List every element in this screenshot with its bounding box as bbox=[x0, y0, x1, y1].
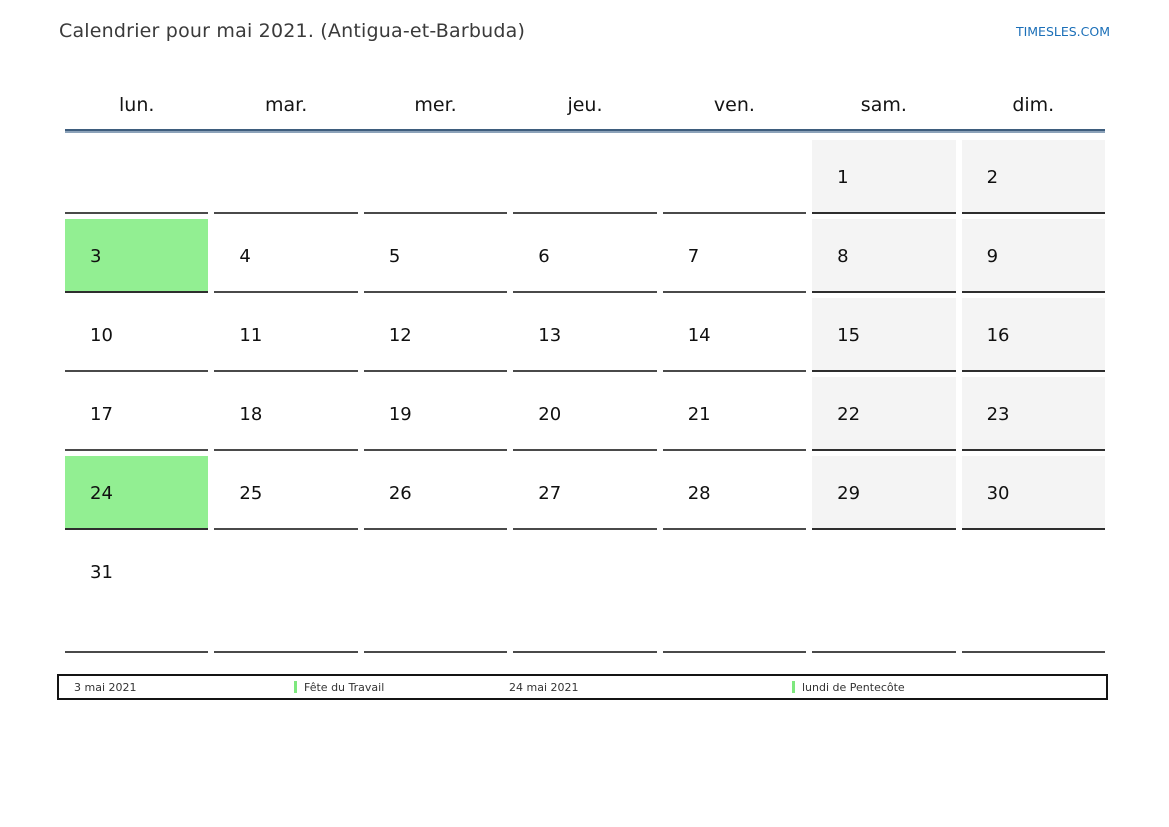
weekday-label-mon: lun. bbox=[119, 93, 155, 116]
weekday-label-tue: mar. bbox=[265, 93, 308, 116]
day-cell-30: 30 bbox=[961, 456, 1105, 530]
page-title: Calendrier pour mai 2021. (Antigua-et-Ba… bbox=[59, 20, 526, 42]
legend-bar: 3 mai 2021 Fête du Travail 24 mai 2021 l… bbox=[57, 674, 1108, 700]
legend-date-2: 24 mai 2021 bbox=[509, 676, 579, 698]
day-cell-1: 1 bbox=[812, 140, 956, 214]
day-cell-20: 20 bbox=[513, 377, 657, 451]
day-cell-14: 14 bbox=[662, 298, 807, 372]
legend-date-1: 3 mai 2021 bbox=[74, 676, 137, 698]
day-cell-18: 18 bbox=[214, 377, 358, 451]
empty-day-cell bbox=[363, 535, 508, 653]
day-cell-27: 27 bbox=[513, 456, 657, 530]
weekday-header-row: lun. mar. mer. jeu. ven. sam. dim. bbox=[65, 84, 1105, 125]
empty-day-cell bbox=[214, 535, 358, 653]
day-cell-5: 5 bbox=[363, 219, 508, 293]
day-cell-6: 6 bbox=[513, 219, 657, 293]
legend-holiday-1: Fête du Travail bbox=[294, 676, 384, 698]
legend-date-1-text: 3 mai 2021 bbox=[74, 680, 137, 694]
holiday-marker-icon bbox=[294, 681, 297, 693]
empty-day-cell bbox=[363, 140, 508, 214]
day-cell-28: 28 bbox=[662, 456, 807, 530]
day-cell-25: 25 bbox=[214, 456, 358, 530]
legend-holiday-2-label: lundi de Pentecôte bbox=[802, 680, 905, 694]
day-cell-11: 11 bbox=[214, 298, 358, 372]
weekday-label-fri: ven. bbox=[713, 93, 755, 116]
day-cell-22: 22 bbox=[812, 377, 956, 451]
empty-day-cell bbox=[214, 140, 358, 214]
header-rule bbox=[65, 129, 1105, 133]
day-cell-4: 4 bbox=[214, 219, 358, 293]
day-cell-2: 2 bbox=[961, 140, 1105, 214]
day-cell-3: 3 bbox=[65, 219, 209, 293]
day-cell-24: 24 bbox=[65, 456, 209, 530]
legend-date-2-text: 24 mai 2021 bbox=[509, 680, 579, 694]
day-cell-26: 26 bbox=[363, 456, 508, 530]
day-cell-8: 8 bbox=[812, 219, 956, 293]
day-cell-9: 9 bbox=[961, 219, 1105, 293]
holiday-marker-icon bbox=[792, 681, 795, 693]
day-cell-13: 13 bbox=[513, 298, 657, 372]
day-cell-16: 16 bbox=[961, 298, 1105, 372]
empty-day-cell bbox=[65, 140, 209, 214]
day-cell-15: 15 bbox=[812, 298, 956, 372]
calendar-grid: 1 2 3 4 5 6 7 8 9 10 11 12 13 14 15 16 17 18 19 20 21 22 23 24 2… bbox=[65, 140, 1105, 653]
empty-day-cell bbox=[662, 535, 807, 653]
day-cell-29: 29 bbox=[812, 456, 956, 530]
site-link[interactable]: TIMESLES.COM bbox=[1015, 24, 1110, 39]
weekday-label-sun: dim. bbox=[1012, 93, 1055, 116]
day-cell-12: 12 bbox=[363, 298, 508, 372]
day-cell-10: 10 bbox=[65, 298, 209, 372]
empty-day-cell bbox=[812, 535, 956, 653]
day-cell-31: 31 bbox=[65, 535, 209, 653]
empty-day-cell bbox=[513, 535, 657, 653]
day-cell-21: 21 bbox=[662, 377, 807, 451]
day-cell-17: 17 bbox=[65, 377, 209, 451]
legend-holiday-2: lundi de Pentecôte bbox=[792, 676, 905, 698]
weekday-label-sat: sam. bbox=[860, 93, 907, 116]
empty-day-cell bbox=[961, 535, 1105, 653]
day-cell-23: 23 bbox=[961, 377, 1105, 451]
day-cell-19: 19 bbox=[363, 377, 508, 451]
legend-holiday-1-label: Fête du Travail bbox=[304, 680, 385, 694]
empty-day-cell bbox=[662, 140, 807, 214]
empty-day-cell bbox=[513, 140, 657, 214]
weekday-label-thu: jeu. bbox=[567, 93, 603, 116]
day-cell-7: 7 bbox=[662, 219, 807, 293]
weekday-label-wed: mer. bbox=[414, 93, 457, 116]
